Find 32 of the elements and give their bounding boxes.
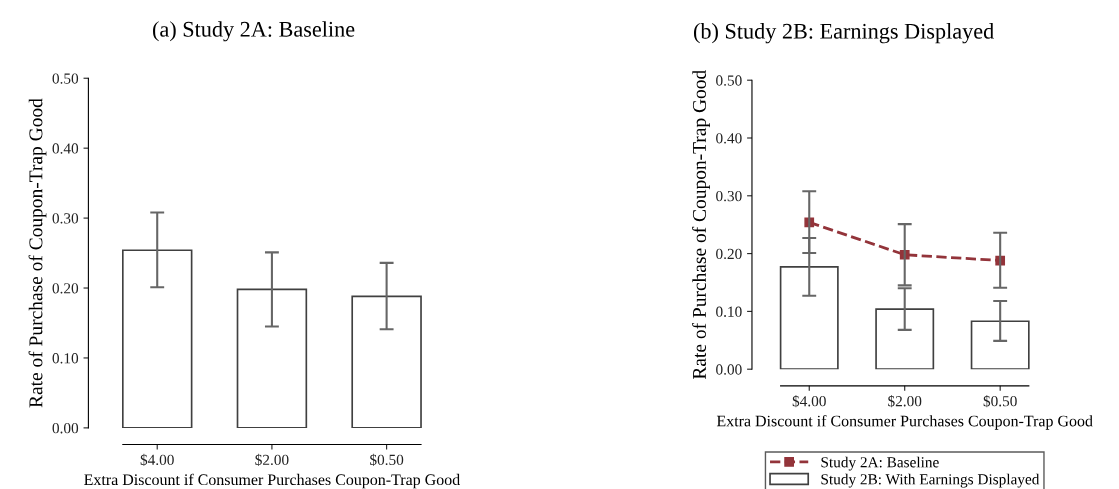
y-tick-label: 0.10 [52, 353, 79, 364]
y-tick-label: 0.10 [716, 306, 742, 317]
x-tick-label: $4.00 [140, 453, 174, 467]
y-tick-label: 0.30 [52, 213, 79, 224]
bar [970, 320, 1030, 370]
bar [779, 266, 839, 370]
legend-label: Study 2A: Baseline [821, 456, 939, 471]
y-tick-label: 0.50 [52, 73, 79, 84]
y-tick-label: 0.20 [716, 248, 742, 260]
x-tick-label: $2.00 [255, 453, 289, 467]
y-tick-label: 0.50 [716, 75, 742, 86]
bar [121, 249, 193, 428]
chart-title: (a) Study 2A: Baseline [153, 21, 355, 42]
x-axis-title: Extra Discount if Consumer Purchases Coupon-Trap Good [84, 473, 460, 489]
y-tick-label: 0.30 [716, 190, 742, 202]
y-tick-label: 0.40 [52, 143, 79, 154]
legend-label: Study 2B: With Earnings Displayed [821, 473, 1040, 488]
y-tick-label: 0.00 [52, 423, 79, 434]
x-tick-label: $2.00 [888, 395, 922, 408]
y-tick-label: 0.00 [716, 364, 742, 375]
bar [875, 308, 935, 370]
y-tick-label: 0.40 [716, 133, 742, 144]
x-tick-label: $0.50 [983, 395, 1017, 408]
bar [351, 295, 422, 428]
y-tick-label: 0.20 [52, 283, 79, 294]
chart-title: (b) Study 2B: Earnings Displayed [693, 23, 994, 44]
y-axis-title: Rate of Purchase of Coupon-Trap Good [692, 70, 710, 380]
y-axis-title: Rate of Purchase of Coupon-Trap Good [28, 98, 47, 408]
bar [236, 288, 308, 428]
x-axis-title: Extra Discount if Consumer Purchases Coupon-Trap Good [716, 414, 1093, 430]
x-tick-label: $0.50 [370, 453, 404, 467]
x-tick-label: $4.00 [792, 395, 826, 408]
